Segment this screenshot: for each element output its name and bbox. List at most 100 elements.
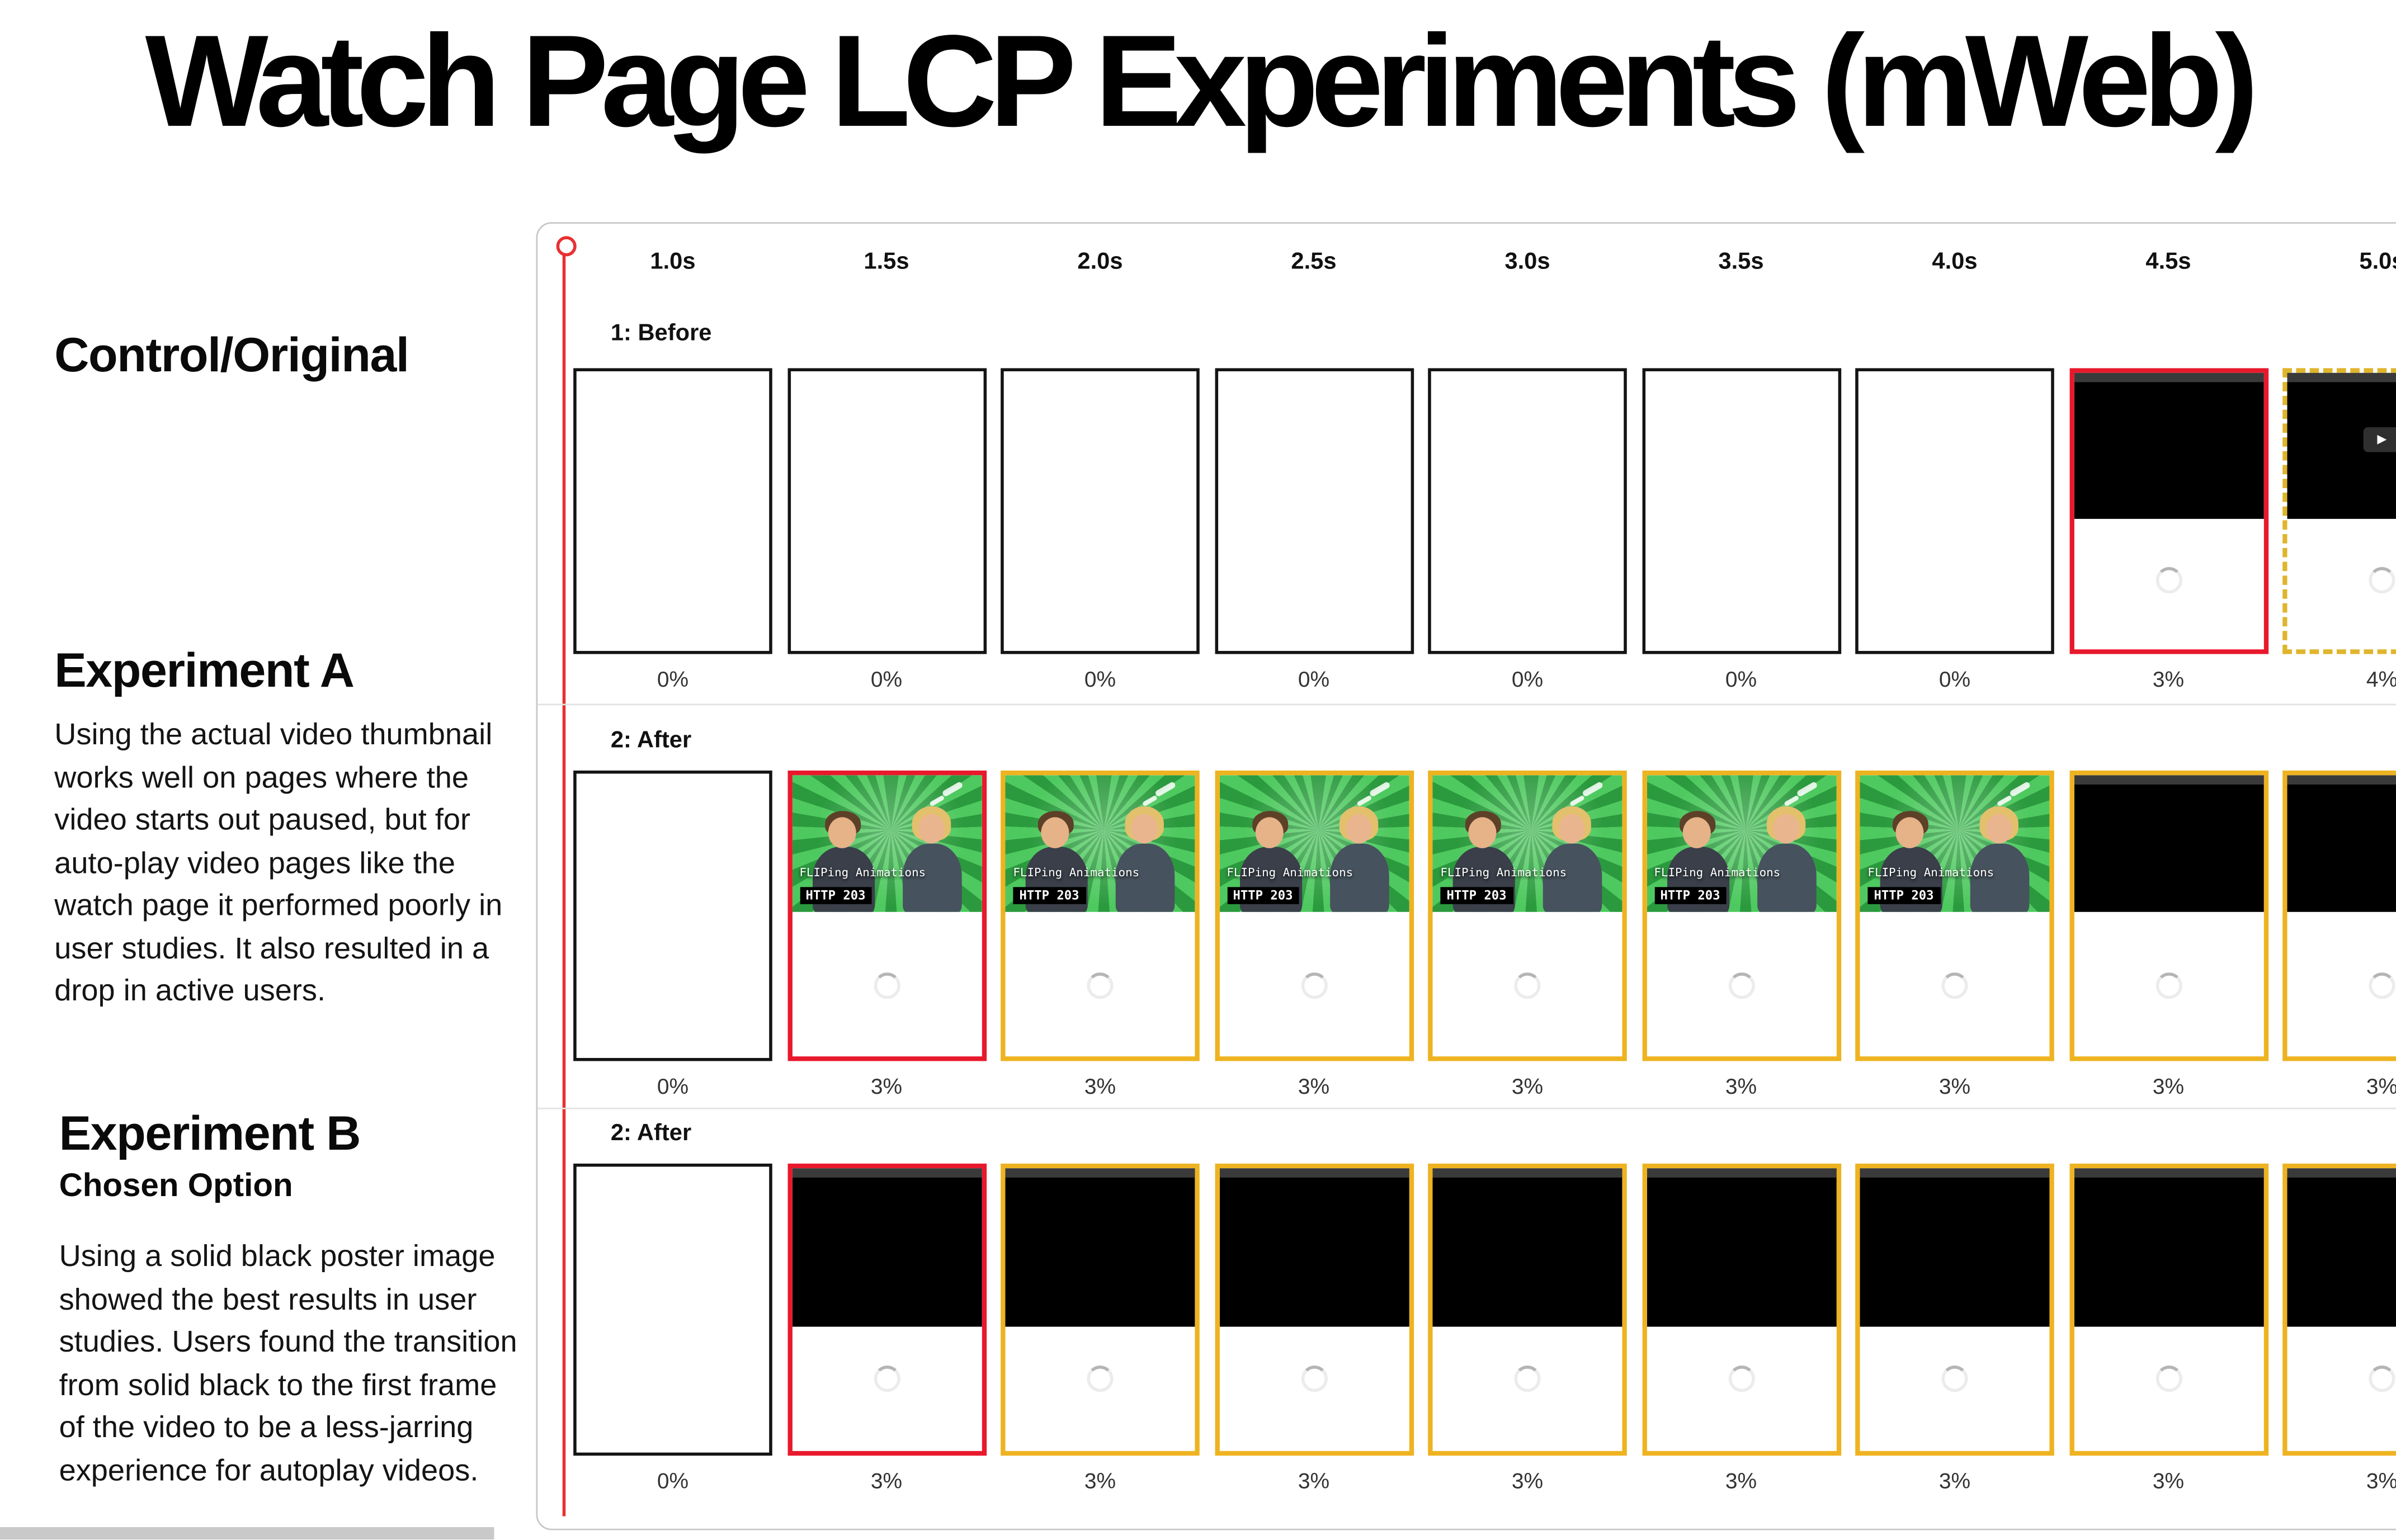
person-right-torso — [1543, 843, 1602, 912]
filmstrip-frame — [573, 368, 772, 654]
person-right-torso — [1756, 843, 1816, 912]
person-right-torso — [1970, 843, 2030, 912]
filmstrip-frame — [573, 1163, 772, 1456]
page-chrome-bar — [791, 1168, 982, 1178]
person-left-head — [1041, 817, 1069, 848]
progress-percent: 3% — [1939, 1468, 1971, 1493]
time-label: 1.0s — [650, 248, 696, 275]
control-heading: Control/Original — [54, 328, 409, 382]
experiment-a-body: Using the actual video thumbnail works w… — [54, 717, 503, 1009]
progress-percent: 3% — [2152, 1073, 2185, 1099]
loading-spinner-icon — [1514, 1366, 1541, 1393]
shine-decoration — [941, 781, 963, 797]
experiment-b-body: Using a solid black poster image showed … — [59, 1240, 517, 1488]
filmstrip-frame: FLIPing Animations HTTP 203 — [1428, 770, 1627, 1061]
time-label: 3.0s — [1504, 248, 1550, 275]
filmstrip-frame — [1855, 368, 2054, 654]
filmstrip-frame: FLIPing Animations HTTP 203 — [1001, 770, 1200, 1061]
row-label: 1: Before — [610, 320, 712, 347]
thumbnail-title-text: FLIPing Animations — [799, 865, 926, 880]
filmstrip-frame — [2069, 368, 2268, 654]
black-poster: ▶ — [2287, 372, 2396, 519]
video-thumbnail: FLIPing Animations HTTP 203 — [1005, 775, 1195, 912]
person-left-head — [1682, 817, 1710, 848]
black-poster — [1005, 1168, 1195, 1327]
page-chrome-bar — [1646, 1168, 1836, 1178]
page-chrome-bar — [2287, 775, 2396, 785]
time-label: 3.5s — [1718, 248, 1764, 275]
filmstrip-frame — [1855, 1163, 2054, 1456]
experiment-b-subheading: Chosen Option — [59, 1168, 293, 1204]
page-title: Watch Page LCP Experiments (mWeb) — [145, 7, 2259, 154]
thumbnail-show-badge: HTTP 203 — [1227, 887, 1299, 904]
filmstrip-frame — [1214, 1163, 1413, 1456]
filmstrip-frame: FLIPing Animations HTTP 203 — [1642, 770, 1841, 1061]
loading-spinner-icon — [2369, 1366, 2395, 1393]
person-left-head — [1895, 817, 1924, 848]
loading-spinner-icon — [2369, 972, 2395, 999]
page-chrome-bar — [2073, 372, 2263, 382]
filmstrip-frame — [573, 770, 772, 1061]
loading-spinner-icon — [1300, 972, 1327, 999]
progress-percent: 0% — [1725, 666, 1757, 692]
shine-decoration — [1368, 781, 1390, 797]
progress-percent: 4% — [2366, 666, 2396, 692]
loading-spinner-icon — [2155, 1366, 2182, 1393]
black-poster — [2073, 1168, 2263, 1327]
thumbnail-show-badge: HTTP 203 — [1867, 887, 1940, 904]
loading-spinner-icon — [2369, 566, 2395, 593]
page-chrome-bar — [1860, 1168, 2050, 1178]
progress-percent: 3% — [870, 1073, 903, 1099]
filmstrip-frame — [1642, 368, 1841, 654]
video-thumbnail: FLIPing Animations HTTP 203 — [1219, 775, 1409, 912]
bottom-edge-artifact — [0, 1527, 494, 1540]
thumbnail-title-text: FLIPing Animations — [1867, 865, 1994, 880]
page-chrome-bar — [1005, 1168, 1195, 1178]
filmstrip-frame — [1428, 368, 1627, 654]
person-right-head — [917, 814, 944, 844]
black-poster — [1432, 1168, 1623, 1327]
shine-decoration — [1996, 795, 2012, 807]
filmstrip-frame — [2282, 770, 2396, 1061]
filmstrip-frame: FLIPing Animations HTTP 203 — [1855, 770, 2054, 1061]
time-label: 2.5s — [1291, 248, 1337, 275]
page-chrome-bar — [2073, 1168, 2263, 1178]
black-poster — [791, 1168, 982, 1327]
thumbnail-title-text: FLIPing Animations — [1227, 865, 1353, 880]
shine-decoration — [1569, 795, 1585, 807]
page-chrome-bar — [1432, 1168, 1623, 1178]
loading-spinner-icon — [1728, 972, 1754, 999]
filmstrip-frame — [1001, 1163, 1200, 1456]
person-right-head — [1131, 814, 1158, 844]
person-right-head — [1345, 814, 1371, 844]
shine-decoration — [1782, 795, 1799, 807]
row-divider — [537, 703, 2396, 706]
time-label: 4.5s — [2145, 248, 2191, 275]
progress-percent: 3% — [870, 1468, 903, 1493]
thumbnail-title-text: FLIPing Animations — [1013, 865, 1140, 880]
filmstrip-panel: 1.0s 1.5s 2.0s 2.5s 3.0s 3.5s 4.0s 4.5s 5.0s 1: … — [536, 222, 2396, 1530]
time-label: 2.0s — [1077, 248, 1123, 275]
person-right-head — [1558, 814, 1585, 844]
filmstrip-frame — [1428, 1163, 1627, 1456]
filmstrip-frame — [1214, 368, 1413, 654]
black-poster — [1646, 1168, 1836, 1327]
time-label: 4.0s — [1932, 248, 1978, 275]
progress-percent: 3% — [1084, 1073, 1116, 1099]
thumbnail-title-text: FLIPing Animations — [1440, 865, 1567, 880]
progress-percent: 3% — [2366, 1073, 2396, 1099]
progress-percent: 0% — [657, 1468, 689, 1493]
thumbnail-show-badge: HTTP 203 — [1654, 887, 1727, 904]
person-right-torso — [1115, 843, 1175, 912]
timeline-marker-circle-icon — [556, 236, 577, 257]
row-label: 2: After — [610, 1120, 692, 1147]
person-left-head — [827, 817, 856, 848]
experiment-a-heading: Experiment A — [54, 643, 355, 698]
loading-spinner-icon — [1087, 972, 1114, 999]
loading-spinner-icon — [873, 972, 900, 999]
shine-decoration — [1795, 781, 1818, 797]
filmstrip-frame — [1001, 368, 1200, 654]
progress-percent: 0% — [1084, 666, 1116, 692]
page-chrome-bar — [2287, 1168, 2396, 1178]
person-left-head — [1254, 817, 1283, 848]
